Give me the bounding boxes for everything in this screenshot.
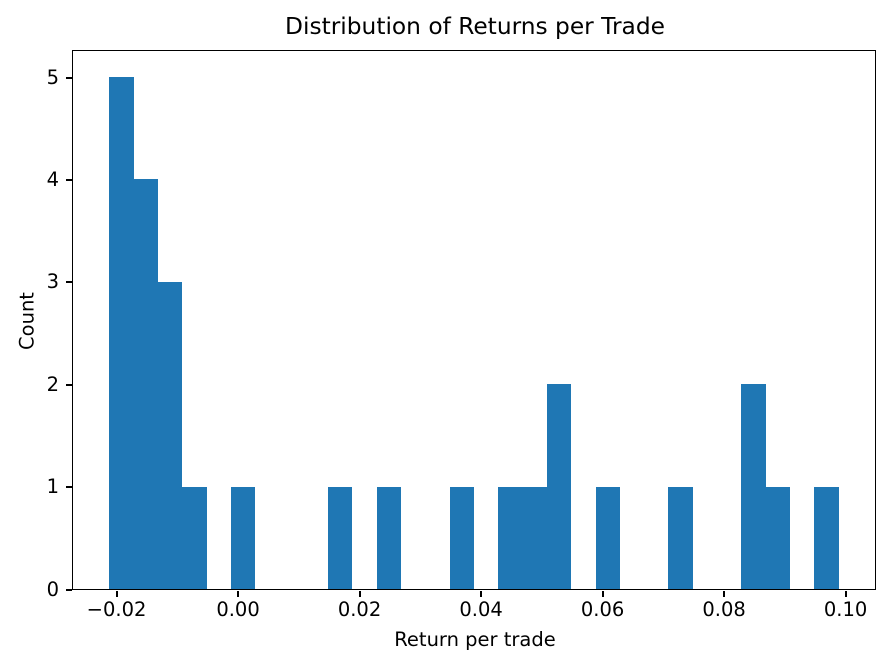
- x-tick-label: −0.02: [86, 598, 147, 621]
- histogram-bar: [498, 486, 524, 589]
- x-tick: [723, 591, 726, 598]
- histogram-bar: [523, 486, 548, 589]
- x-axis-label: Return per trade: [394, 628, 556, 651]
- x-tick-label: 0.06: [580, 598, 625, 621]
- y-tick: [66, 76, 73, 79]
- histogram-bar: [668, 486, 694, 589]
- histogram-bar: [547, 384, 572, 589]
- y-tick: [66, 383, 73, 386]
- x-tick-label: 0.00: [216, 598, 260, 621]
- x-tick: [601, 591, 604, 598]
- histogram-bar: [741, 384, 767, 589]
- histogram-bar: [596, 486, 621, 589]
- y-tick: [66, 588, 73, 591]
- x-tick-label: 0.10: [823, 598, 868, 621]
- y-tick: [66, 281, 73, 284]
- y-tick: [66, 486, 73, 489]
- histogram-bar: [377, 486, 402, 589]
- histogram-bar: [182, 486, 208, 589]
- x-tick: [844, 591, 847, 598]
- y-tick-label: 3: [46, 270, 59, 294]
- histogram-bar: [766, 486, 791, 589]
- histogram-bar: [109, 76, 135, 589]
- y-tick-label: 2: [46, 372, 59, 396]
- plot-area: [72, 50, 877, 590]
- y-tick-label: 5: [46, 65, 59, 89]
- histogram-bar: [134, 179, 159, 589]
- y-tick-label: 1: [46, 475, 59, 499]
- histogram-bar: [158, 281, 183, 589]
- y-tick-label: 0: [46, 577, 59, 601]
- chart-title: Distribution of Returns per Trade: [285, 13, 665, 40]
- histogram-bar: [450, 486, 475, 589]
- y-axis-label: Count: [15, 292, 39, 350]
- y-tick-label: 4: [46, 167, 59, 191]
- x-tick: [237, 591, 240, 598]
- y-tick: [66, 178, 73, 181]
- histogram-bar: [328, 486, 353, 589]
- histogram-bar: [231, 486, 256, 589]
- x-tick-label: 0.04: [459, 598, 503, 621]
- x-tick: [358, 591, 361, 598]
- x-tick-label: 0.08: [702, 598, 746, 621]
- x-tick: [115, 591, 118, 598]
- histogram-bar: [814, 486, 840, 589]
- x-tick-label: 0.02: [337, 598, 382, 621]
- x-tick: [480, 591, 483, 598]
